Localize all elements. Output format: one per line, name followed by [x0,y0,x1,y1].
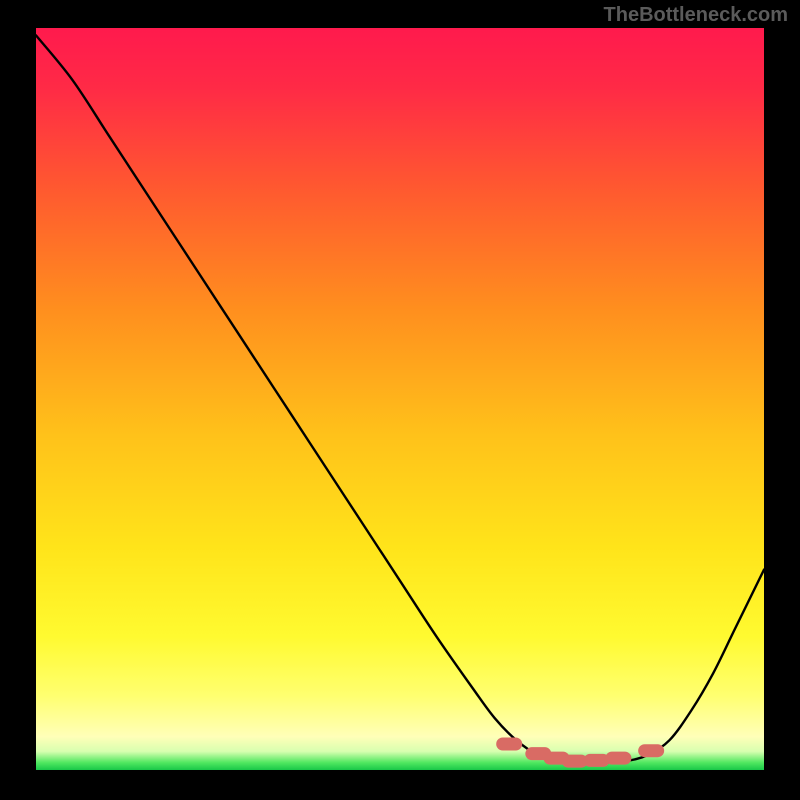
optimal-marker [496,738,522,751]
optimal-marker [584,754,610,767]
chart-svg [0,0,800,800]
chart-stage: { "watermark": { "text": "TheBottleneck.… [0,0,800,800]
plot-gradient-area [36,28,764,770]
optimal-marker [605,752,631,765]
optimal-marker [638,744,664,757]
watermark-text: TheBottleneck.com [604,4,788,27]
